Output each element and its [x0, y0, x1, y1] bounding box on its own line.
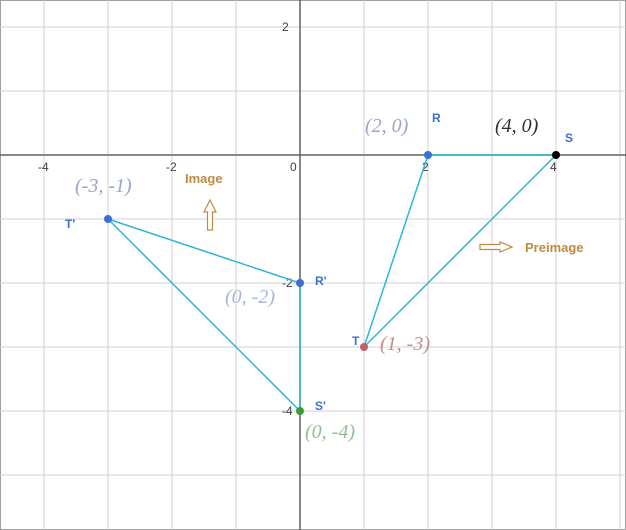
x-tick: -4 — [38, 160, 49, 174]
x-tick: 4 — [550, 160, 557, 174]
vertex-label: R' — [315, 274, 327, 288]
vertex-label: T' — [65, 217, 75, 231]
up-arrow-icon — [204, 200, 216, 230]
coord-label: (-3, -1) — [75, 175, 132, 197]
vertex-label: S — [565, 131, 573, 145]
vertex-dot — [104, 215, 112, 223]
vertex-dot — [424, 151, 432, 159]
coord-label: (4, 0) — [495, 115, 539, 137]
coord-label: (1, -3) — [380, 333, 430, 355]
image-label: Image — [185, 171, 223, 186]
vertex-dot — [360, 343, 368, 351]
vertex-dot — [552, 151, 560, 159]
y-tick: -4 — [282, 404, 293, 418]
vertex-dot — [296, 279, 304, 287]
coord-label: (2, 0) — [365, 115, 409, 137]
x-tick: 0 — [290, 160, 297, 174]
vertex-label: S' — [315, 399, 326, 413]
coord-label: (0, -4) — [305, 421, 355, 443]
preimage-label: Preimage — [525, 240, 584, 255]
vertex-dot — [296, 407, 304, 415]
y-tick: 2 — [282, 20, 289, 34]
coord-label: (0, -2) — [225, 286, 275, 308]
chart-container: -4-2024-4-22RSTR'S'T'(2, 0)(4, 0)(1, -3)… — [0, 0, 626, 530]
vertex-label: T — [352, 334, 360, 348]
vertex-label: R — [432, 111, 441, 125]
right-arrow-icon — [480, 242, 512, 252]
coordinate-chart: -4-2024-4-22RSTR'S'T'(2, 0)(4, 0)(1, -3)… — [0, 0, 626, 530]
x-tick: -2 — [166, 160, 177, 174]
triangle — [108, 219, 300, 411]
